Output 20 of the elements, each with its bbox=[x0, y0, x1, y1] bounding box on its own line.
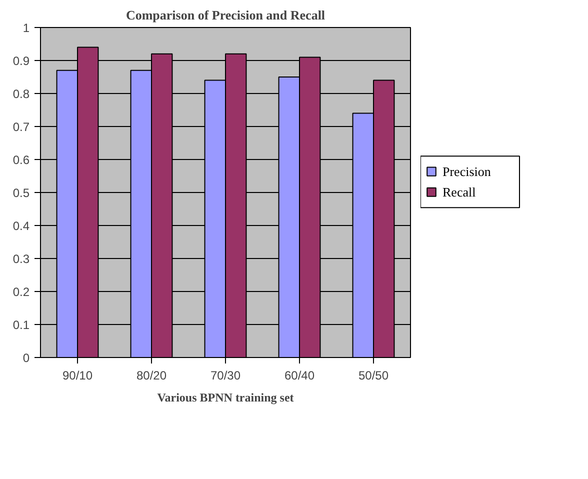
y-tick-label: 0.3 bbox=[12, 252, 30, 266]
y-tick-label: 0.7 bbox=[12, 120, 30, 134]
y-tick-label: 0.4 bbox=[12, 219, 30, 233]
y-tick-label: 0.8 bbox=[12, 87, 30, 101]
x-tick-label: 90/10 bbox=[62, 368, 93, 382]
legend-label: Recall bbox=[442, 184, 476, 200]
y-tick-label: 0.5 bbox=[12, 186, 30, 200]
x-tick-label: 70/30 bbox=[210, 368, 241, 382]
y-tick-label: 1 bbox=[22, 21, 30, 35]
y-tick-label: 0.6 bbox=[12, 153, 30, 167]
x-axis-title: Various BPNN training set bbox=[157, 390, 294, 404]
y-tick-label: 0.2 bbox=[12, 285, 30, 299]
x-tick-label: 80/20 bbox=[136, 368, 167, 382]
legend-label: Precision bbox=[442, 164, 492, 180]
chart-title: Comparison of Precision and Recall bbox=[126, 8, 326, 22]
y-tick-label: 0.9 bbox=[12, 54, 30, 68]
x-tick-label: 60/40 bbox=[284, 368, 315, 382]
y-tick-label: 0.1 bbox=[12, 318, 30, 332]
x-tick-label: 50/50 bbox=[358, 368, 389, 382]
y-tick-label: 0 bbox=[22, 351, 30, 365]
